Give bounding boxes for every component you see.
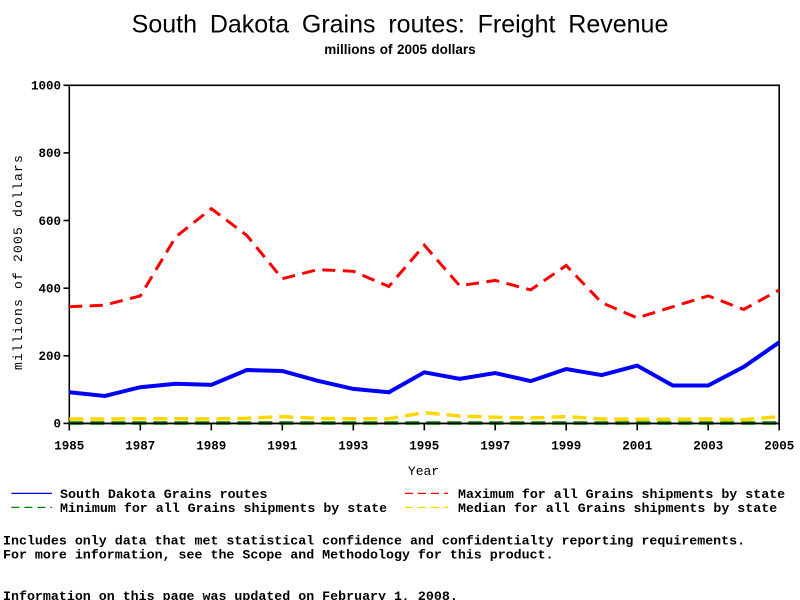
svg-text:Maximum for all Grains shipmen: Maximum for all Grains shipments by stat… [458,487,785,502]
svg-text:2003: 2003 [693,440,723,454]
svg-text:1999: 1999 [551,440,581,454]
svg-text:Includes only data that met st: Includes only data that met statistical … [3,534,745,549]
svg-text:Median for all Grains shipment: Median for all Grains shipments by state [458,501,777,516]
svg-text:Year: Year [408,464,439,479]
svg-text:South Dakota Grains routes: Fr: South Dakota Grains routes: Freight Reve… [132,11,669,39]
svg-text:0: 0 [53,418,61,432]
svg-text:For more information, see the: For more information, see the Scope and … [3,548,554,563]
svg-text:Minimum for all Grains shipmen: Minimum for all Grains shipments by stat… [60,501,387,516]
svg-text:1995: 1995 [409,440,439,454]
svg-text:800: 800 [38,147,61,161]
svg-text:2001: 2001 [622,440,652,454]
svg-text:400: 400 [38,283,61,297]
svg-text:South Dakota Grains routes: South Dakota Grains routes [60,487,267,502]
svg-text:Information on this page was u: Information on this page was updated on … [3,589,458,600]
svg-text:1997: 1997 [480,440,510,454]
svg-text:1000: 1000 [31,80,61,94]
svg-text:1985: 1985 [54,440,84,454]
svg-text:600: 600 [38,215,61,229]
svg-text:1987: 1987 [125,440,155,454]
svg-text:2005: 2005 [764,440,794,454]
svg-text:1991: 1991 [267,440,297,454]
svg-text:1989: 1989 [196,440,226,454]
svg-text:millions of 2005 dollars: millions of 2005 dollars [11,154,26,370]
svg-text:200: 200 [38,350,61,364]
svg-text:millions of 2005 dollars: millions of 2005 dollars [324,42,475,57]
svg-text:1993: 1993 [338,440,368,454]
